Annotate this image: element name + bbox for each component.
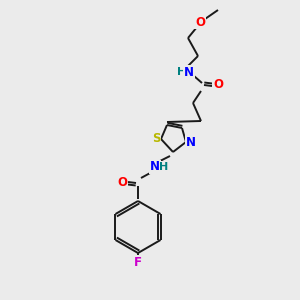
Text: N: N <box>186 136 196 148</box>
Text: N: N <box>150 160 160 173</box>
Text: O: O <box>195 16 205 28</box>
Text: H: H <box>159 162 169 172</box>
Text: N: N <box>184 65 194 79</box>
Text: H: H <box>177 67 187 77</box>
Text: S: S <box>152 133 160 146</box>
Text: F: F <box>134 256 142 268</box>
Text: O: O <box>213 77 223 91</box>
Text: O: O <box>117 176 127 188</box>
